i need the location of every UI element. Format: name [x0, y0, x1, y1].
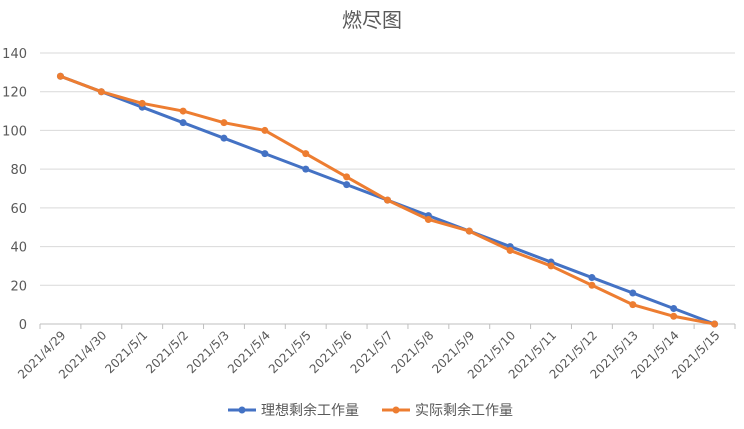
data-point	[261, 126, 269, 134]
data-point	[711, 320, 719, 328]
y-tick-label: 100	[2, 124, 27, 139]
y-tick-label: 20	[10, 279, 27, 294]
data-point	[547, 262, 555, 270]
data-point	[670, 312, 678, 320]
y-tick-label: 40	[10, 241, 27, 256]
x-tick-label: 2021/5/2	[143, 328, 191, 376]
y-tick-label: 0	[19, 318, 27, 333]
data-point	[424, 215, 432, 223]
data-point	[384, 196, 391, 204]
x-tick-label: 2021/5/5	[266, 328, 314, 376]
data-point	[588, 274, 596, 282]
data-point	[506, 246, 514, 254]
y-tick-label: 140	[2, 47, 27, 62]
y-tick-label: 80	[10, 163, 27, 178]
data-point	[179, 119, 187, 127]
data-point	[56, 72, 64, 80]
legend: 理想剩余工作量 实际剩余工作量	[228, 402, 513, 419]
legend-marker	[238, 406, 246, 414]
data-point	[670, 305, 678, 313]
data-point	[629, 289, 637, 297]
x-tick-label: 2021/5/7	[348, 328, 396, 376]
data-point	[261, 150, 269, 158]
legend-label: 实际剩余工作量	[415, 402, 513, 419]
y-tick-label: 60	[10, 202, 27, 217]
legend-label: 理想剩余工作量	[261, 402, 359, 419]
series-2	[56, 72, 719, 328]
data-point	[465, 227, 473, 235]
chart-title: 燃尽图	[342, 8, 402, 32]
data-point	[343, 181, 351, 189]
data-point	[588, 281, 596, 289]
legend-marker	[392, 406, 400, 414]
x-tick-label: 2021/5/6	[307, 328, 355, 376]
data-point	[97, 88, 105, 96]
y-tick-label: 120	[2, 86, 27, 101]
x-tick-label: 2021/5/4	[225, 328, 273, 376]
x-tick-label: 2021/5/3	[184, 328, 232, 376]
data-point	[302, 165, 310, 173]
data-point	[302, 150, 310, 158]
data-point	[138, 99, 146, 107]
data-point	[220, 134, 228, 142]
data-point	[343, 173, 351, 181]
gridlines	[40, 52, 735, 286]
data-point	[179, 107, 187, 115]
x-tick-label: 2021/5/1	[102, 328, 150, 376]
x-tick-label: 2021/5/8	[388, 328, 436, 376]
data-point	[629, 301, 637, 309]
data-point	[220, 119, 228, 127]
